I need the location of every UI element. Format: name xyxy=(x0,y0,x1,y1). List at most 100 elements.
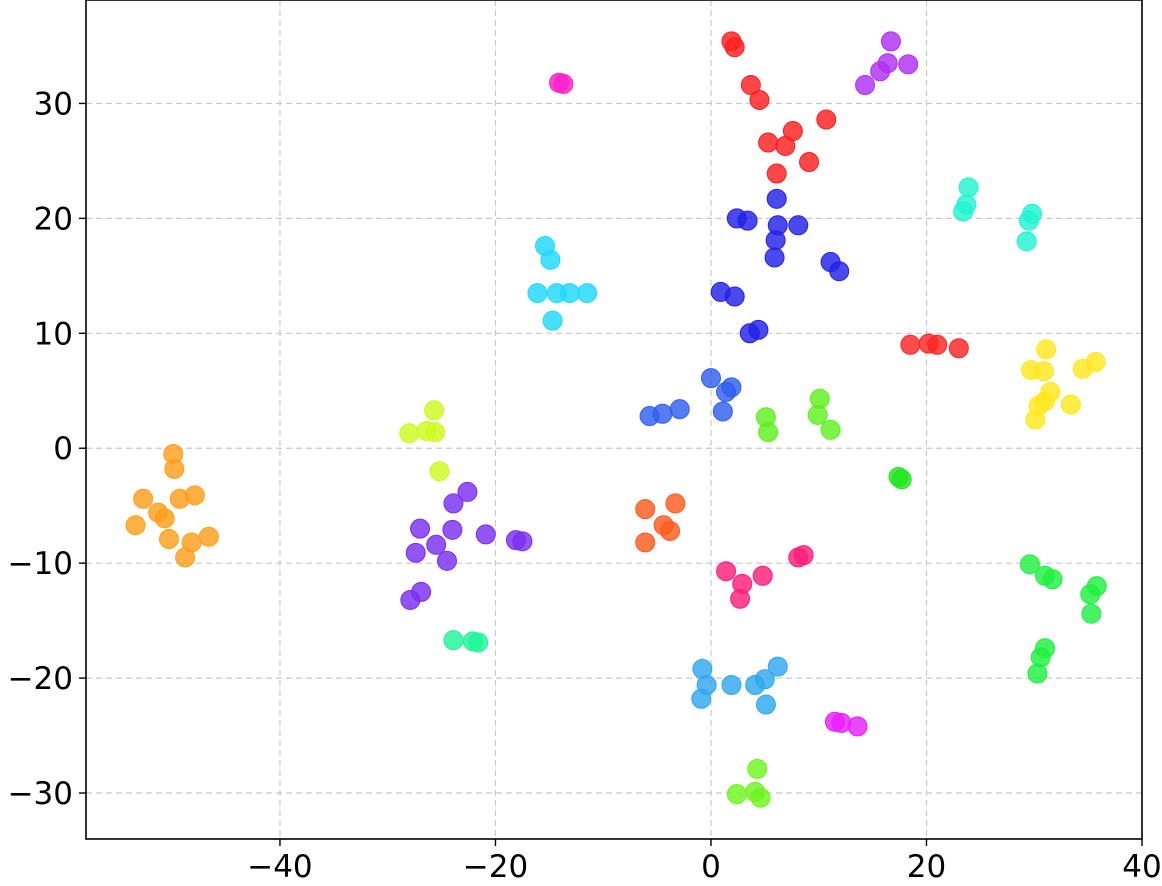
y-tick-label: −20 xyxy=(8,661,73,697)
scatter-point-sky-cyan xyxy=(542,310,563,331)
scatter-point-blue xyxy=(766,188,787,209)
x-tick-label: 0 xyxy=(701,849,721,885)
scatter-point-red xyxy=(749,89,770,110)
scatter-point-orange xyxy=(158,529,179,550)
x-tick-label: 20 xyxy=(907,849,946,885)
scatter-point-rose xyxy=(788,547,809,568)
scatter-point-red-2 xyxy=(948,338,969,359)
scatter-point-red-2 xyxy=(927,334,948,355)
scatter-point-red xyxy=(758,132,779,153)
scatter-point-orange xyxy=(125,515,146,536)
scatter-point-chartreuse xyxy=(747,758,768,779)
scatter-point-red xyxy=(799,152,820,173)
scatter-point-blue xyxy=(724,286,745,307)
scatter-point-yellow xyxy=(1085,352,1106,373)
scatter-point-yellow-green xyxy=(424,400,445,421)
scatter-point-spring-green xyxy=(443,630,464,651)
scatter-point-azure xyxy=(767,656,788,677)
scatter-point-sky-cyan xyxy=(540,249,561,270)
scatter-point-royal-blue xyxy=(712,401,733,422)
scatter-point-rose xyxy=(716,561,737,582)
y-tick-label: 10 xyxy=(34,316,73,352)
scatter-point-orange xyxy=(148,502,169,523)
scatter-point-blue xyxy=(748,319,769,340)
scatter-point-orange-red xyxy=(660,520,681,541)
scatter-point-sky-cyan xyxy=(559,283,580,304)
scatter-point-yellow-green xyxy=(399,423,420,444)
scatter-point-yellow xyxy=(1025,409,1046,430)
scatter-point-azure xyxy=(745,674,766,695)
scatter-point-rose xyxy=(730,588,751,609)
scatter-point-chartreuse xyxy=(750,787,771,808)
y-tick-label: −30 xyxy=(8,776,73,812)
x-tick-label: −40 xyxy=(247,849,312,885)
scatter-point-orange xyxy=(184,485,205,506)
scatter-point-blue xyxy=(788,215,809,236)
y-tick-label: −10 xyxy=(8,546,73,582)
scatter-point-purple xyxy=(870,61,891,82)
scatter-point-orange xyxy=(175,547,196,568)
scatter-point-orange xyxy=(133,488,154,509)
scatter-point-yellow-green xyxy=(429,461,450,482)
scatter-point-blue xyxy=(829,261,850,282)
scatter-point-red xyxy=(816,109,837,130)
scatter-point-chartreuse xyxy=(726,784,747,805)
scatter-point-red-2 xyxy=(900,334,921,355)
scatter-point-azure xyxy=(691,688,712,709)
scatter-point-yellow xyxy=(1033,361,1054,382)
scatter-point-blue xyxy=(764,247,785,268)
scatter-point-green xyxy=(891,469,912,490)
x-tick-label: 40 xyxy=(1122,849,1161,885)
x-tick-label: −20 xyxy=(463,849,528,885)
scatter-point-orange-red xyxy=(665,493,686,514)
scatter-point-orange xyxy=(164,458,185,479)
scatter-point-red xyxy=(775,135,796,156)
y-tick-label: 0 xyxy=(53,431,73,467)
scatter-point-violet xyxy=(410,518,431,539)
scatter-point-purple xyxy=(855,75,876,96)
scatter-point-fuchsia xyxy=(847,716,868,737)
scatter-point-magenta-pink xyxy=(553,73,574,94)
scatter-point-red xyxy=(724,37,745,58)
scatter-point-sky-cyan xyxy=(577,283,598,304)
axis-ticks: −40 −20 0 20 40 −30 −20 −10 0 10 20 30 xyxy=(8,86,1162,885)
scatter-point-orange-red xyxy=(635,499,656,520)
scatter-point-royal-blue xyxy=(669,399,690,420)
scatter-point-red xyxy=(740,75,761,96)
scatter-point-yellow xyxy=(1036,339,1057,360)
scatter-point-violet xyxy=(457,481,478,502)
scatter-point-violet xyxy=(512,531,533,552)
scatter-point-orange xyxy=(198,526,219,547)
scatter-point-azure xyxy=(721,674,742,695)
scatter-point-yellow xyxy=(1060,394,1081,415)
scatter-point-violet xyxy=(442,519,463,540)
y-tick-label: 30 xyxy=(34,86,73,122)
scatter-point-bright-green xyxy=(1080,584,1101,605)
scatter-point-azure xyxy=(755,694,776,715)
scatter-point-royal-blue xyxy=(652,403,673,424)
scatter-point-rose xyxy=(752,565,773,586)
scatter-point-violet xyxy=(475,524,496,545)
scatter-point-lime-green xyxy=(807,404,828,425)
scatter-point-aqua xyxy=(1016,231,1037,252)
scatter-point-royal-blue xyxy=(716,381,737,402)
y-tick-label: 20 xyxy=(34,201,73,237)
scatter-point-spring-green xyxy=(468,632,489,653)
scatter-point-violet xyxy=(436,550,457,571)
scatter-point-violet xyxy=(405,542,426,563)
scatter-point-purple xyxy=(880,31,901,52)
scatter-point-lime-green xyxy=(758,422,779,443)
scatter-point-aqua xyxy=(953,201,974,222)
scatter-point-violet xyxy=(426,534,447,555)
scatter-point-bright-green xyxy=(1027,663,1048,684)
scatter-point-purple xyxy=(898,54,919,75)
scatter-point-fuchsia xyxy=(831,712,852,733)
plot-frame xyxy=(85,0,1143,840)
scatter-point-aqua xyxy=(1018,210,1039,231)
scatter-point-bright-green xyxy=(1042,569,1063,590)
scatter-point-blue xyxy=(765,230,786,251)
scatter-point-yellow-green xyxy=(425,422,446,443)
scatter-point-violet xyxy=(443,493,464,514)
scatter-point-aqua xyxy=(958,177,979,198)
